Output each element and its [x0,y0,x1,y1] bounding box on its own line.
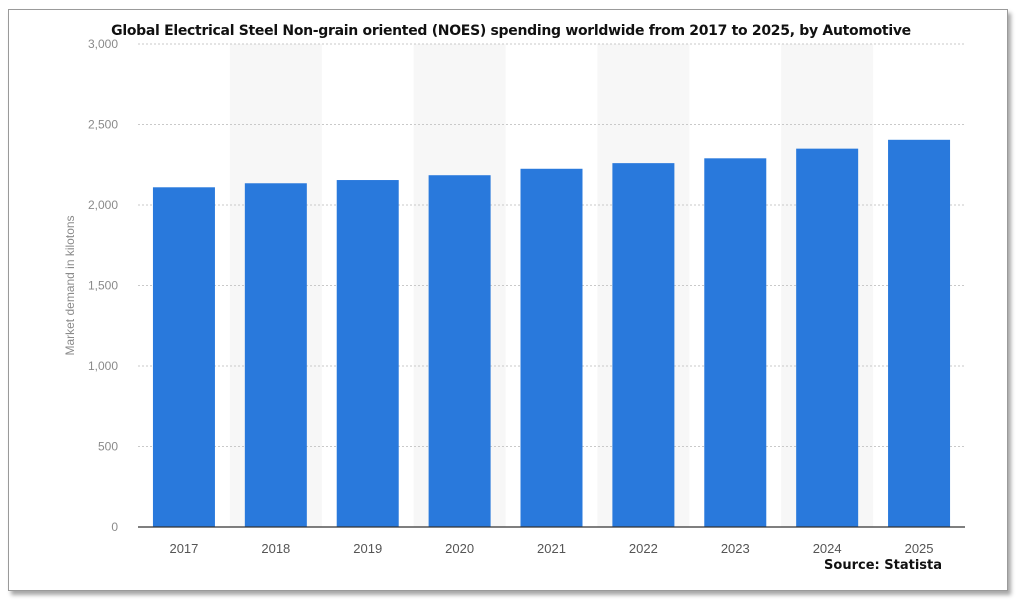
bar-2018 [244,183,307,527]
x-tick-label: 2023 [721,541,750,556]
y-tick-label: 2,500 [88,118,118,132]
bar-2021 [520,168,583,527]
y-axis-label: Market demand in kilotons [63,215,77,355]
source-label: Source: Statista [824,558,942,573]
y-tick-label: 1,500 [88,279,118,293]
bar-2022 [612,163,675,527]
x-tick-label: 2025 [905,541,934,556]
x-tick-label: 2018 [261,541,290,556]
bar-2020 [428,175,491,527]
bar-2024 [796,148,859,527]
y-tick-label: 1,000 [88,359,118,373]
chart-title: Global Electrical Steel Non-grain orient… [111,23,911,39]
y-tick-label: 0 [111,520,118,534]
bar-2023 [704,158,767,527]
x-tick-label: 2022 [629,541,658,556]
y-tick-label: 2,000 [88,198,118,212]
bar-2025 [888,139,951,528]
x-tick-label: 2019 [353,541,382,556]
x-tick-label: 2024 [813,541,842,556]
x-tick-label: 2017 [169,541,198,556]
y-tick-label: 500 [98,440,118,454]
y-tick-label: 3,000 [88,37,118,51]
bar-2019 [336,180,399,528]
x-tick-label: 2020 [445,541,474,556]
bar-2017 [152,187,215,528]
x-tick-label: 2021 [537,541,566,556]
